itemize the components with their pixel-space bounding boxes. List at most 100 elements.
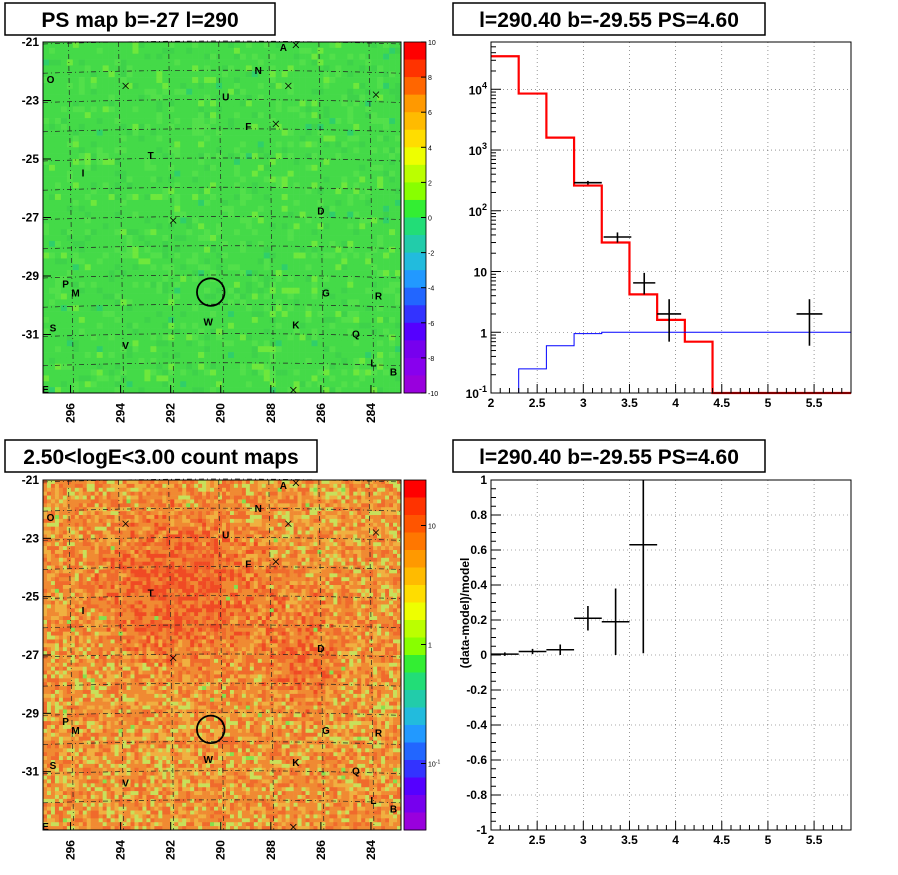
heatmap-cell xyxy=(210,305,217,312)
heatmap-cell xyxy=(84,258,92,265)
heatmap-cell xyxy=(46,798,52,804)
heatmap-cell xyxy=(78,299,86,306)
heatmap-cell xyxy=(293,141,300,148)
heatmap-cell xyxy=(377,240,384,248)
heatmap-cell xyxy=(174,328,181,335)
heatmap-cell xyxy=(144,123,151,131)
heatmap-cell xyxy=(186,311,193,318)
heatmap-cell xyxy=(50,744,56,749)
heatmap-cell xyxy=(287,176,294,183)
heatmap-cell xyxy=(82,557,88,562)
heatmap-cell xyxy=(54,246,62,253)
heatmap-cell xyxy=(58,596,64,601)
heatmap-cell xyxy=(299,357,306,365)
heatmap-cell xyxy=(58,561,64,566)
heatmap-cell xyxy=(46,604,52,609)
heatmap-cell xyxy=(233,170,241,177)
heatmap-cell xyxy=(62,678,68,683)
heatmap-cell xyxy=(84,264,92,271)
heatmap-cell xyxy=(383,129,390,136)
heatmap-cell xyxy=(82,666,88,671)
heatmap-cell xyxy=(43,47,50,54)
heatmap-cell xyxy=(126,141,133,148)
heatmap-cell xyxy=(72,164,80,171)
heatmap-cell xyxy=(66,229,74,236)
heatmap-cell xyxy=(102,194,109,201)
heatmap-cell xyxy=(82,522,88,527)
heatmap-cell xyxy=(132,287,139,294)
heatmap-cell xyxy=(263,246,271,253)
heatmap-cell xyxy=(186,235,193,242)
heatmap-cell xyxy=(108,299,115,306)
grid-meridian xyxy=(368,41,375,394)
heatmap-cell xyxy=(341,381,348,388)
heatmap-cell xyxy=(62,596,68,601)
heatmap-cell xyxy=(245,118,253,125)
heatmap-cell xyxy=(377,205,384,212)
heatmap-cell xyxy=(70,771,76,776)
heatmap-cell xyxy=(287,94,294,101)
heatmap-cell xyxy=(70,573,76,578)
heatmap-cell xyxy=(74,658,80,664)
heatmap-cell xyxy=(347,106,354,113)
heatmap-cell xyxy=(174,311,181,318)
heatmap-cell xyxy=(245,53,253,60)
heatmap-cell xyxy=(377,311,384,318)
heatmap-cell xyxy=(86,767,92,772)
heatmap-cell xyxy=(114,352,121,359)
heatmap-cell xyxy=(86,530,92,535)
heatmap-cell xyxy=(311,82,318,90)
heatmap-cell xyxy=(90,47,97,54)
heatmap-cell xyxy=(70,713,76,718)
heatmap-cell xyxy=(389,106,396,113)
heatmap-cell xyxy=(395,159,402,166)
x-tick-label: 288 xyxy=(264,403,278,423)
heatmap-cell xyxy=(54,281,62,288)
heatmap-cell xyxy=(174,264,181,271)
heatmap-cell xyxy=(74,573,80,578)
heatmap-cell xyxy=(150,369,157,376)
heatmap-cell xyxy=(43,88,50,95)
heatmap-cell xyxy=(46,721,52,726)
heatmap-cell xyxy=(204,316,211,324)
heatmap-cell xyxy=(54,118,62,125)
heatmap-cell xyxy=(78,357,86,365)
heatmap-cell xyxy=(365,357,372,365)
heatmap-cell xyxy=(383,135,390,142)
heatmap-cell xyxy=(102,281,109,288)
heatmap-cell xyxy=(186,194,193,201)
heatmap-cell xyxy=(245,88,253,95)
heatmap-cell xyxy=(74,670,80,675)
heatmap-cell xyxy=(126,363,133,370)
heatmap-cell xyxy=(90,375,97,382)
heatmap-cell xyxy=(96,112,103,119)
heatmap-cell xyxy=(86,810,92,815)
heatmap-cell xyxy=(70,760,76,765)
heatmap-cell xyxy=(50,518,56,524)
heatmap-cell xyxy=(168,141,175,148)
heatmap-cell xyxy=(233,141,241,148)
heatmap-cell xyxy=(74,581,80,586)
heatmap-cell xyxy=(293,106,300,113)
heatmap-cell xyxy=(58,515,64,520)
heatmap-cell xyxy=(365,387,372,394)
heatmap-cell xyxy=(275,71,282,78)
heatmap-cell xyxy=(78,240,86,248)
heatmap-cell xyxy=(323,188,330,195)
heatmap-cell xyxy=(74,480,80,485)
heatmap-cell xyxy=(43,744,48,749)
heatmap-cell xyxy=(227,375,235,382)
heatmap-cell xyxy=(353,65,360,72)
heatmap-cell xyxy=(168,387,175,394)
heatmap-cell xyxy=(114,59,121,66)
heatmap-cell xyxy=(216,328,223,335)
heatmap-cell xyxy=(82,553,88,559)
heatmap-cell xyxy=(222,340,229,347)
heatmap-cell xyxy=(347,352,354,359)
heatmap-cell xyxy=(275,94,282,101)
heatmap-cell xyxy=(341,357,348,365)
heatmap-cell xyxy=(58,604,64,609)
heatmap-cell xyxy=(78,732,84,737)
heatmap-cell xyxy=(222,118,229,125)
heatmap-cell xyxy=(335,147,342,154)
